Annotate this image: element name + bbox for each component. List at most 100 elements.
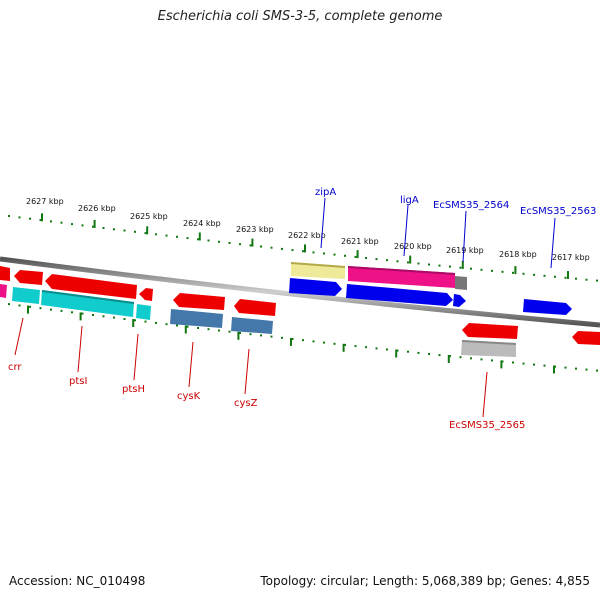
scale-dot: [428, 263, 430, 266]
gene-feature[interactable]: [0, 266, 10, 281]
gene-feature[interactable]: [12, 287, 40, 304]
topology-text: Topology: circular; Length: 5,068,389 bp…: [260, 574, 590, 588]
gene-feature[interactable]: [455, 276, 467, 290]
scale-dot: [585, 368, 588, 371]
scale-label: 2619 kbp: [446, 246, 484, 255]
scale-dot: [218, 240, 220, 243]
gene-feature[interactable]: [453, 294, 466, 307]
scale-dot: [438, 354, 441, 357]
gene-feature[interactable]: [462, 323, 518, 339]
scale-dot: [323, 341, 325, 344]
scale-tick: [342, 343, 345, 352]
gene-label-EcSMS35-2564[interactable]: EcSMS35_2564: [433, 200, 509, 211]
scale-label: 2621 kbp: [341, 237, 379, 246]
scale-label: 2626 kbp: [78, 204, 116, 213]
scale-dot: [134, 230, 136, 233]
gene-label-ptsI[interactable]: ptsI: [69, 376, 87, 387]
scale-dot: [102, 227, 105, 229]
gene-feature[interactable]: [0, 284, 7, 298]
gene-label-ligA[interactable]: ligA: [400, 195, 419, 206]
gene-label-EcSMS35-2565[interactable]: EcSMS35_2565: [449, 420, 525, 431]
scale-tick: [514, 266, 517, 275]
scale-dot: [344, 343, 346, 346]
gene-feature[interactable]: [45, 274, 137, 299]
scale-dot: [197, 327, 199, 329]
scale-dot: [281, 336, 283, 339]
gene-feature[interactable]: [14, 270, 43, 285]
scale-label: 2620 kbp: [394, 242, 432, 251]
gene-feature[interactable]: [170, 309, 223, 328]
scale-dot: [302, 250, 304, 253]
scale-dot: [270, 246, 273, 249]
scale-tick: [500, 360, 503, 369]
scale-dot: [249, 244, 252, 247]
scale-dot: [554, 275, 556, 278]
scale-tick: [198, 232, 201, 241]
scale-dot: [113, 316, 115, 319]
inner-scale-ticks: [8, 303, 598, 374]
gene-feature[interactable]: [231, 317, 273, 334]
gene-feature[interactable]: [346, 284, 453, 306]
gene-feature-edge: [291, 262, 345, 268]
scale-dot: [281, 247, 283, 250]
gene-feature[interactable]: [139, 288, 153, 301]
scale-dot: [186, 325, 189, 328]
scale-tick: [395, 349, 398, 358]
scale-dot: [522, 362, 525, 365]
gene-feature[interactable]: [234, 299, 276, 316]
scale-dot: [176, 235, 178, 238]
gene-feature[interactable]: [41, 290, 134, 317]
scale-tick: [553, 365, 555, 374]
gene-feature[interactable]: [136, 304, 151, 320]
scale-dot: [333, 342, 336, 345]
scale-dot: [71, 223, 73, 226]
scale-label: 2624 kbp: [183, 219, 221, 228]
scale-dot: [543, 274, 546, 277]
scale-dot: [491, 269, 493, 272]
scale-dot: [165, 234, 168, 237]
scale-dot: [459, 266, 462, 269]
gene-feature[interactable]: [348, 266, 455, 288]
scale-dot: [102, 315, 105, 318]
scale-dot: [396, 260, 399, 263]
gene-feature[interactable]: [461, 340, 516, 357]
scale-dot: [123, 318, 126, 320]
gene-feature[interactable]: [289, 278, 342, 296]
gene-label-EcSMS35-2563[interactable]: EcSMS35_2563: [520, 206, 596, 217]
scale-dot: [218, 329, 220, 332]
gene-feature[interactable]: [572, 331, 600, 345]
scale-tick: [41, 213, 43, 222]
scale-dot: [522, 272, 525, 275]
scale-dot: [596, 279, 598, 282]
scale-dot: [438, 264, 441, 267]
scale-dot: [249, 333, 252, 336]
scale-tick: [304, 244, 306, 253]
scale-dot: [596, 369, 598, 372]
scale-dot: [585, 278, 588, 281]
scale-dot: [417, 262, 420, 265]
scale-tick: [567, 271, 569, 279]
scale-tick: [290, 337, 292, 346]
gene-feature[interactable]: [523, 299, 572, 315]
scale-dot: [312, 251, 315, 254]
gene-feature[interactable]: [173, 293, 225, 310]
scale-dot: [186, 237, 189, 240]
scale-dot: [207, 239, 210, 242]
scale-dot: [144, 320, 147, 323]
scale-dot: [144, 232, 147, 235]
scale-dot: [470, 357, 472, 360]
gene-label-zipA[interactable]: zipA: [315, 187, 336, 198]
gene-label-ptsH[interactable]: ptsH: [122, 384, 145, 395]
scale-dot: [50, 308, 52, 311]
scale-dot: [501, 270, 504, 273]
gene-label-cysZ[interactable]: cysZ: [234, 398, 258, 409]
gene-label-cysK[interactable]: cysK: [177, 391, 201, 402]
scale-label: 2625 kbp: [130, 212, 168, 221]
scale-dot: [407, 261, 409, 264]
scale-dot: [375, 258, 378, 261]
gene-labels-forward: zipA ligA EcSMS35_2564 EcSMS35_2563: [315, 187, 596, 217]
scale-dot: [365, 257, 367, 259]
gene-label-crr[interactable]: crr: [8, 362, 22, 373]
